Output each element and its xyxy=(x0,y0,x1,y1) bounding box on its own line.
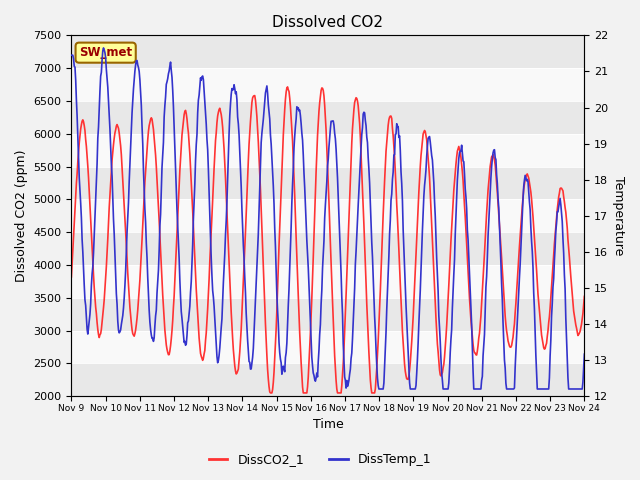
Title: Dissolved CO2: Dissolved CO2 xyxy=(273,15,383,30)
Bar xyxy=(72,331,584,363)
Bar xyxy=(72,298,584,331)
Bar xyxy=(72,36,584,68)
Legend: DissCO2_1, DissTemp_1: DissCO2_1, DissTemp_1 xyxy=(204,448,436,471)
Text: SW_met: SW_met xyxy=(79,46,132,59)
Bar xyxy=(72,199,584,232)
Bar xyxy=(72,68,584,101)
Y-axis label: Temperature: Temperature xyxy=(612,176,625,255)
Y-axis label: Dissolved CO2 (ppm): Dissolved CO2 (ppm) xyxy=(15,149,28,282)
Bar xyxy=(72,265,584,298)
X-axis label: Time: Time xyxy=(312,419,343,432)
Bar xyxy=(72,101,584,134)
Bar xyxy=(72,134,584,167)
Bar xyxy=(72,167,584,199)
Bar xyxy=(72,363,584,396)
Bar xyxy=(72,232,584,265)
